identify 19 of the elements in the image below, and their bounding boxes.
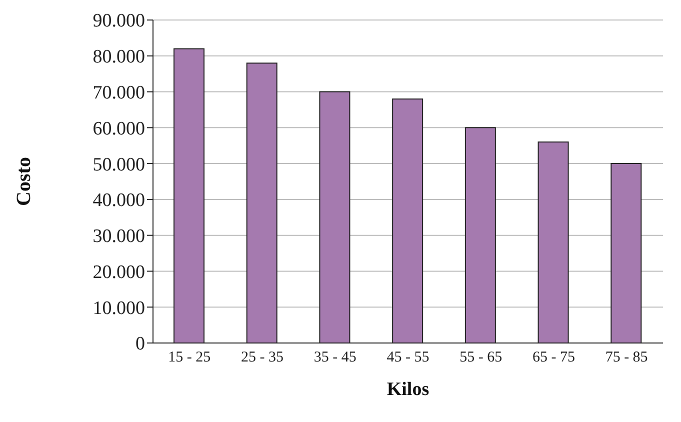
y-tick-label: 80.000	[92, 46, 145, 68]
y-tick-label: 70.000	[92, 82, 145, 104]
y-tick-label: 60.000	[92, 118, 145, 140]
x-tick-label: 55 - 65	[460, 350, 502, 366]
y-tick-label: 40.000	[92, 190, 145, 212]
x-tick-label: 25 - 35	[241, 350, 284, 366]
x-tick-label: 35 - 45	[314, 350, 356, 366]
y-tick-label: 10.000	[92, 298, 145, 319]
y-axis-title: Costo	[13, 157, 36, 206]
y-tick-label: 20.000	[92, 262, 145, 283]
x-tick-label: 75 - 85	[605, 350, 648, 366]
y-tick-label: 50.000	[92, 154, 145, 176]
x-tick-label: 15 - 25	[168, 350, 211, 366]
x-axis-title: Kilos	[386, 379, 430, 400]
y-tick-label: 30.000	[92, 226, 145, 248]
y-tick-label: 0	[136, 334, 145, 355]
x-tick-label: 65 - 75	[532, 350, 575, 366]
y-tick-label: 90.000	[92, 10, 145, 32]
x-tick-label: 45 - 55	[386, 350, 430, 366]
